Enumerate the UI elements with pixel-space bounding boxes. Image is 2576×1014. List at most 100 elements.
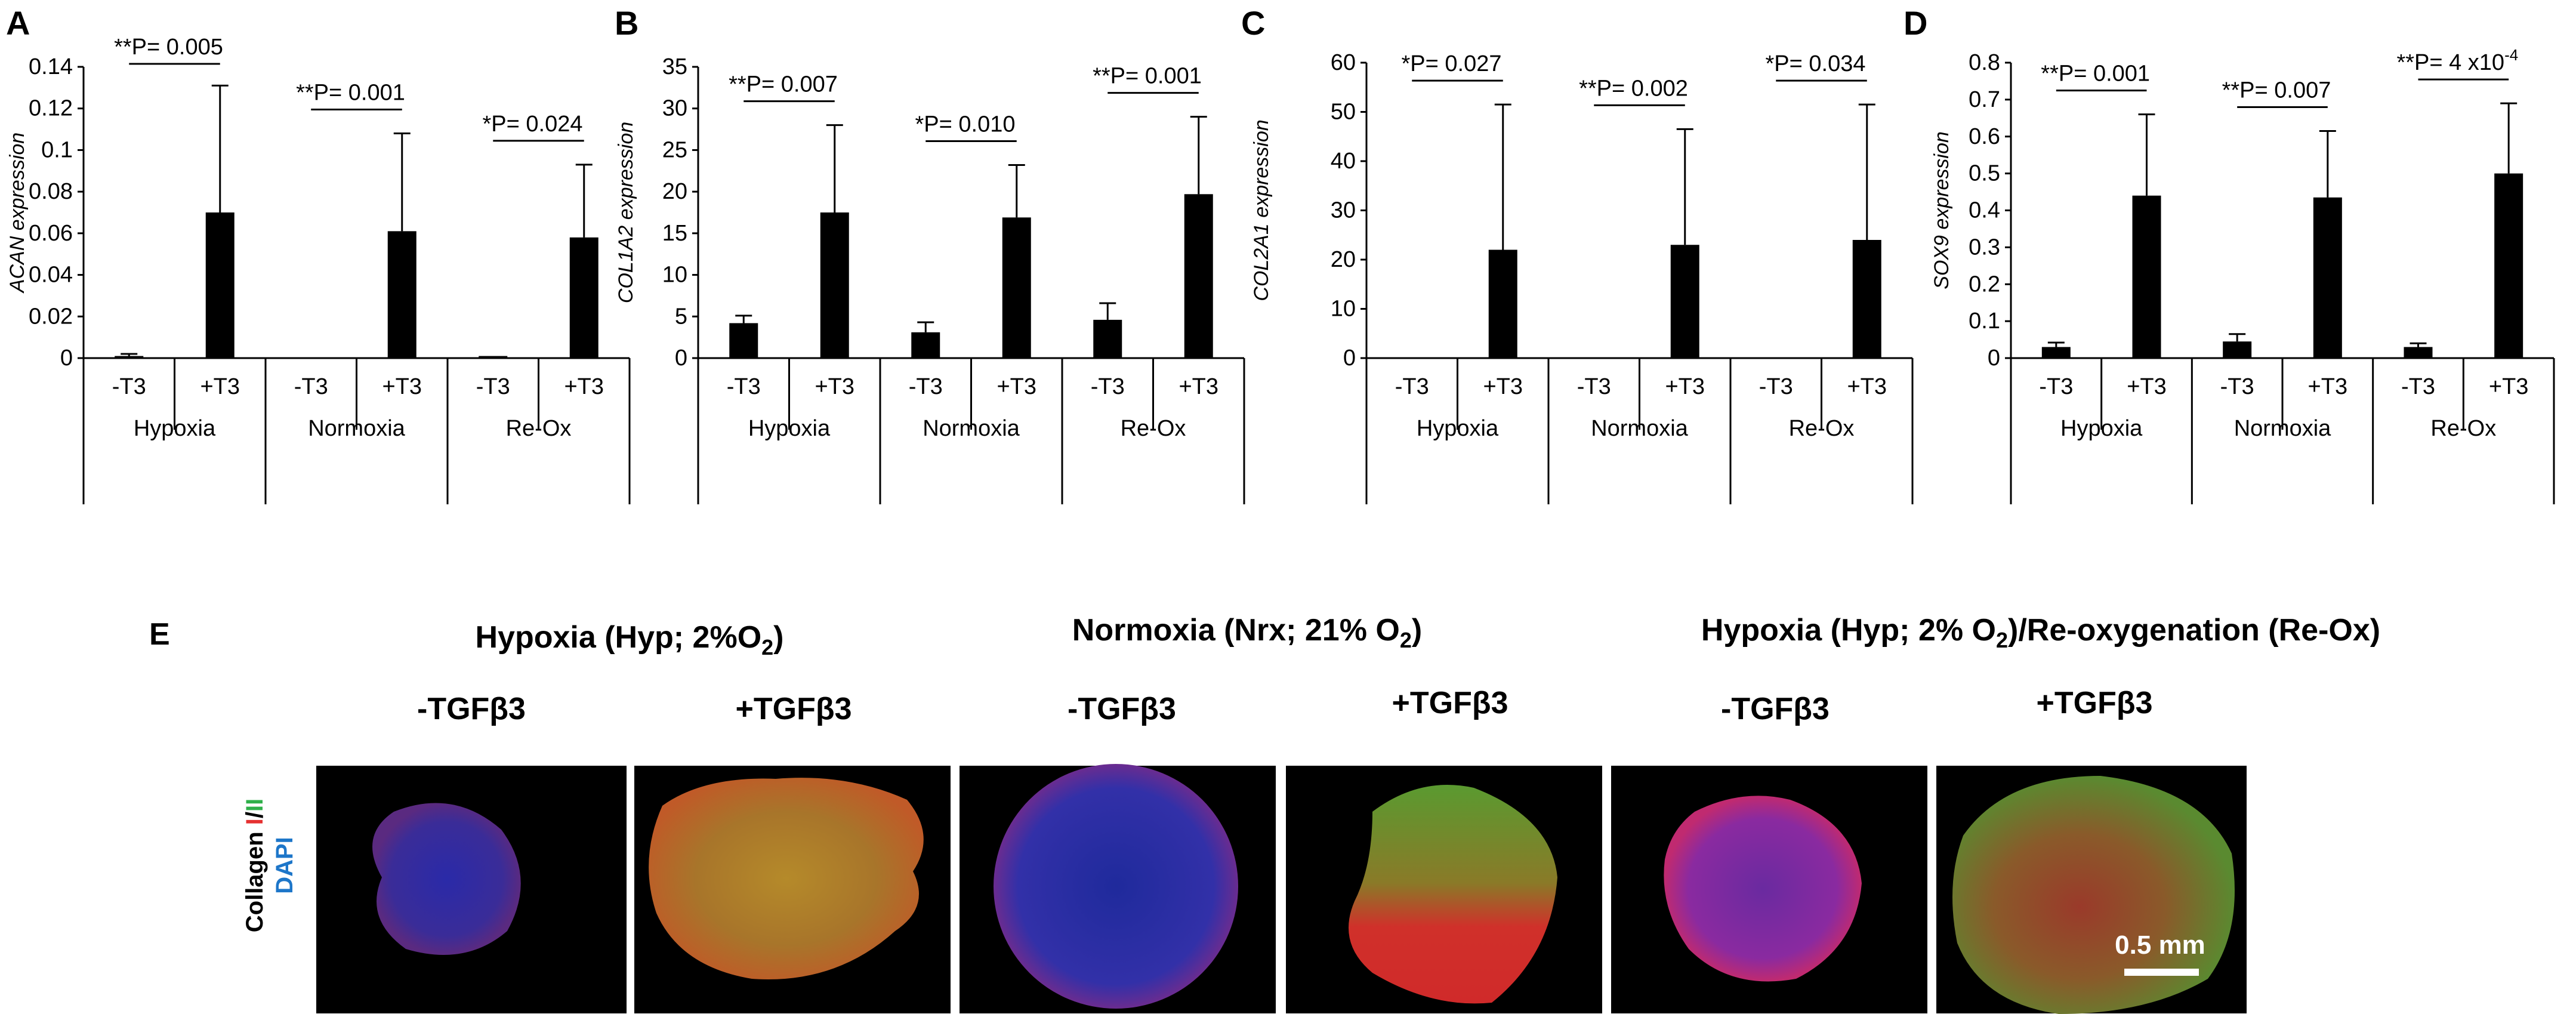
significance-label: **P= 0.007 bbox=[2222, 78, 2331, 103]
bar bbox=[1184, 194, 1213, 358]
y-tick-label: 0.1 bbox=[41, 137, 73, 162]
condition-label: +TGFβ3 bbox=[2037, 686, 2153, 720]
stain-legend: Collagen I/II bbox=[242, 799, 268, 933]
condition-label: +TGFβ3 bbox=[1392, 686, 1508, 720]
panel-label: A bbox=[6, 4, 30, 42]
bar bbox=[479, 356, 508, 358]
y-tick-label: 10 bbox=[662, 263, 687, 288]
y-tick-label: 0 bbox=[1343, 346, 1356, 371]
category-label: +T3 bbox=[1179, 374, 1218, 399]
bar bbox=[820, 212, 849, 358]
y-tick-label: 0 bbox=[675, 346, 687, 371]
category-label: -T3 bbox=[2220, 374, 2254, 399]
category-label: -T3 bbox=[112, 374, 146, 399]
significance-label: **P= 0.001 bbox=[296, 81, 405, 106]
group-label: Re-Ox bbox=[2430, 416, 2496, 441]
category-label: -T3 bbox=[1577, 374, 1611, 399]
significance-label: **P= 0.001 bbox=[1093, 64, 1202, 89]
header-reoxygenation: Hypoxia (Hyp; 2% O2)/Re-oxygenation (Re-… bbox=[1701, 613, 2380, 652]
bar bbox=[1488, 249, 1517, 358]
y-tick-label: 0.6 bbox=[1969, 124, 2000, 149]
bar bbox=[387, 231, 417, 358]
y-tick-label: 15 bbox=[662, 221, 687, 246]
category-label: +T3 bbox=[382, 374, 422, 399]
category-label: +T3 bbox=[815, 374, 854, 399]
y-tick-label: 0.08 bbox=[29, 179, 73, 204]
significance-label: *P= 0.034 bbox=[1766, 51, 1866, 76]
group-label: Normoxia bbox=[2234, 416, 2331, 441]
y-tick-label: 0.7 bbox=[1969, 87, 2000, 112]
significance-label: **P= 0.005 bbox=[114, 35, 223, 60]
y-tick-label: 0.3 bbox=[1969, 235, 2000, 260]
bar bbox=[2223, 341, 2252, 358]
category-label: +T3 bbox=[564, 374, 604, 399]
panel-label: B bbox=[615, 4, 638, 42]
category-label: +T3 bbox=[200, 374, 240, 399]
group-label: Hypoxia bbox=[1417, 416, 1499, 441]
bar bbox=[1852, 240, 1881, 358]
y-tick-label: 0.14 bbox=[29, 54, 73, 79]
y-axis-label: ACAN expression bbox=[6, 132, 29, 294]
significance-label: **P= 0.007 bbox=[729, 72, 838, 97]
chart-a: A 0 0.02 0.04 0.06 0.08 0.1 0.12 0.14 ACAN expres… bbox=[6, 4, 631, 504]
bar bbox=[205, 212, 235, 358]
category-label: -T3 bbox=[1091, 374, 1125, 399]
bar bbox=[2313, 197, 2342, 358]
bar bbox=[729, 323, 758, 358]
significance-label: **P= 0.001 bbox=[2041, 61, 2150, 87]
y-tick-label: 0 bbox=[60, 346, 73, 371]
spheroid-nrx-plus bbox=[1349, 785, 1557, 1004]
condition-label: -TGFβ3 bbox=[1721, 692, 1830, 726]
y-tick-label: 30 bbox=[662, 96, 687, 121]
header-normoxia: Normoxia (Nrx; 21% O2) bbox=[1072, 613, 1422, 652]
category-label: -T3 bbox=[1759, 374, 1793, 399]
y-tick-label: 25 bbox=[662, 137, 687, 162]
y-tick-label: 50 bbox=[1331, 100, 1356, 125]
charts-row: A 0 0.02 0.04 0.06 0.08 0.1 0.12 0.14 ACAN expres… bbox=[6, 4, 2555, 504]
header-hypoxia: Hypoxia (Hyp; 2%O2) bbox=[475, 620, 783, 659]
category-label: +T3 bbox=[2127, 374, 2167, 399]
category-label: +T3 bbox=[2489, 374, 2529, 399]
y-tick-label: 0.02 bbox=[29, 304, 73, 329]
scale-bar bbox=[2124, 969, 2199, 976]
category-label: -T3 bbox=[2039, 374, 2073, 399]
y-tick-label: 0.4 bbox=[1969, 198, 2000, 223]
category-label: -T3 bbox=[2401, 374, 2435, 399]
panel-label: D bbox=[1904, 4, 1927, 42]
chart-d: D 0 0.1 0.2 0.3 0.4 0.5 0.6 0.7 0.8 SOX9 expressio… bbox=[1904, 4, 2555, 504]
chart-c: C 0 10 20 30 40 50 60 COL2A1 expression -T3 +T3 -T3… bbox=[1241, 4, 1914, 504]
bar bbox=[2494, 173, 2523, 358]
y-tick-label: 0.8 bbox=[1969, 50, 2000, 75]
bar bbox=[115, 356, 144, 358]
bar bbox=[911, 332, 940, 358]
spheroid-nrx-minus bbox=[994, 764, 1238, 1009]
group-label: Hypoxia bbox=[134, 416, 216, 441]
group-label: Normoxia bbox=[308, 416, 405, 441]
bar bbox=[2041, 347, 2071, 358]
y-tick-label: 20 bbox=[662, 179, 687, 204]
panel-label: C bbox=[1241, 4, 1265, 42]
y-tick-label: 40 bbox=[1331, 149, 1356, 174]
y-tick-label: 0.2 bbox=[1969, 272, 2000, 297]
significance-label: *P= 0.010 bbox=[915, 112, 1016, 137]
category-label: +T3 bbox=[1665, 374, 1705, 399]
y-tick-label: 30 bbox=[1331, 198, 1356, 223]
y-axis-label: COL2A1 expression bbox=[1250, 119, 1273, 301]
y-tick-label: 0.12 bbox=[29, 96, 73, 121]
category-label: -T3 bbox=[476, 374, 510, 399]
category-label: -T3 bbox=[1395, 374, 1429, 399]
significance-label: *P= 0.024 bbox=[483, 112, 583, 137]
spheroid-reox-minus bbox=[1664, 796, 1862, 982]
stain-legend-dapi: DAPI bbox=[272, 837, 298, 894]
category-label: -T3 bbox=[294, 374, 328, 399]
micrograph-panel: E Hypoxia (Hyp; 2%O2) Normoxia (Nrx; 21%… bbox=[149, 613, 2380, 1014]
category-label: +T3 bbox=[1847, 374, 1887, 399]
y-tick-label: 5 bbox=[675, 304, 687, 329]
scale-bar-label: 0.5 mm bbox=[2115, 930, 2205, 960]
group-label: Normoxia bbox=[923, 416, 1020, 441]
y-tick-label: 0.04 bbox=[29, 263, 73, 288]
group-label: Re-Ox bbox=[1121, 416, 1186, 441]
condition-label: -TGFβ3 bbox=[417, 692, 526, 726]
y-tick-label: 20 bbox=[1331, 247, 1356, 272]
y-axis-label: SOX9 expression bbox=[1930, 131, 1953, 289]
